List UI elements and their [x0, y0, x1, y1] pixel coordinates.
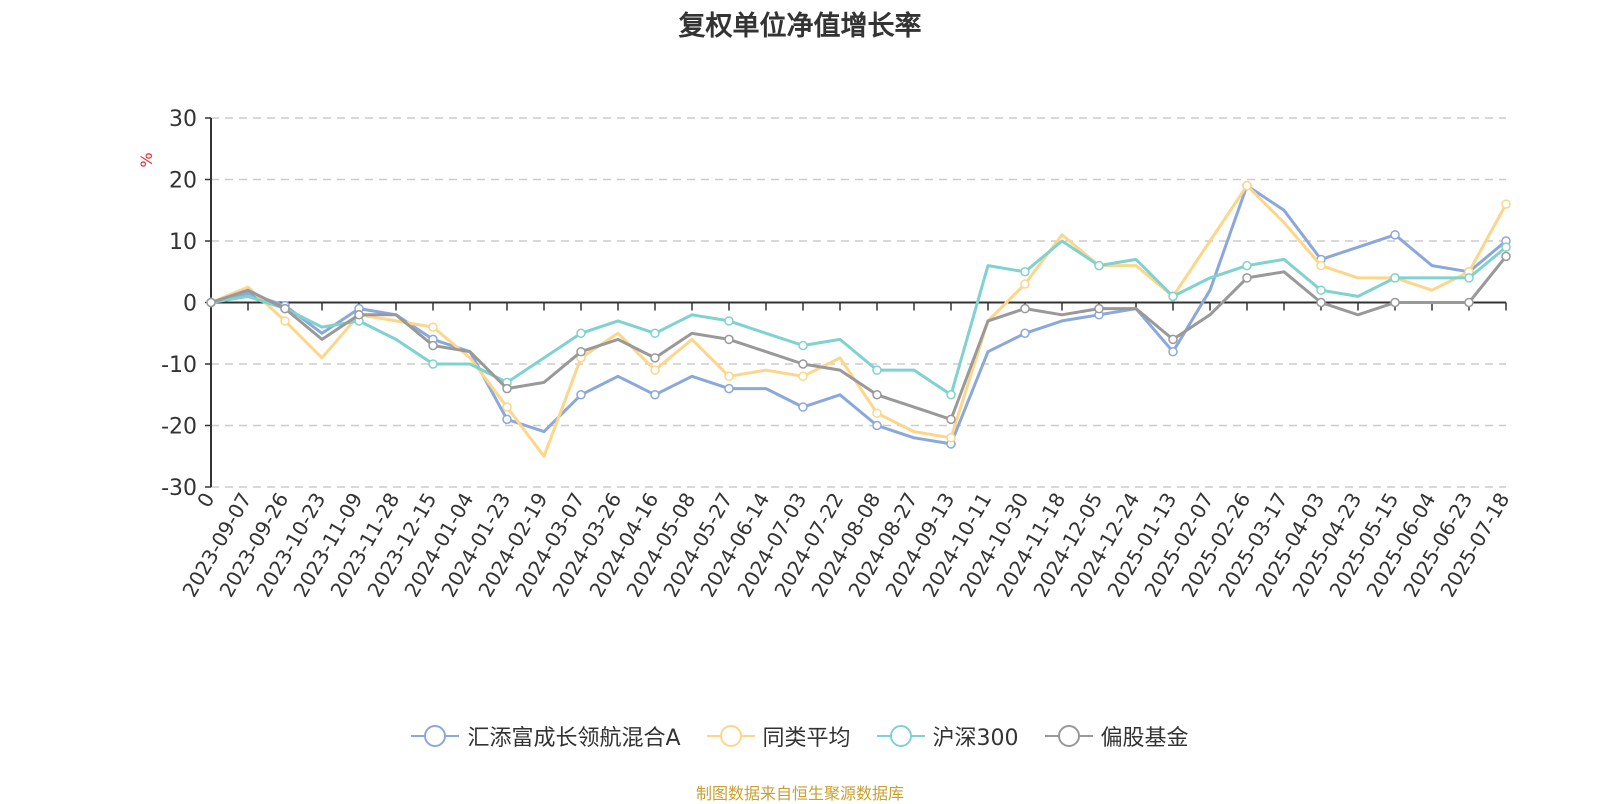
data-point: [1316, 285, 1326, 295]
data-point: [1316, 260, 1326, 271]
data-point: [576, 328, 586, 338]
data-point: [1168, 334, 1178, 345]
y-axis-label: %: [137, 152, 156, 167]
legend-label: 沪深300: [932, 726, 1019, 751]
y-tick-label: 20: [169, 169, 197, 194]
series-3: [206, 251, 1511, 425]
data-point: [1390, 230, 1400, 240]
chart-title: 复权单位净值增长率: [678, 11, 922, 42]
data-point: [1242, 273, 1252, 283]
data-point: [502, 383, 512, 394]
series-line: [210, 184, 1507, 446]
data-point: [1390, 297, 1400, 308]
data-point: [650, 365, 660, 375]
data-point: [1094, 260, 1104, 271]
legend-item-3[interactable]: 偏股基金: [1044, 720, 1189, 752]
series-line: [210, 255, 1508, 421]
grid-lines: [211, 117, 1506, 488]
legend-item-0[interactable]: 汇添富成长领航混合A: [411, 720, 681, 752]
data-point: [946, 414, 956, 425]
y-tick-label: -10: [161, 353, 197, 378]
series-lines: [206, 180, 1511, 458]
legend-label: 汇添富成长领航混合A: [467, 726, 681, 751]
data-point: [1501, 242, 1511, 252]
data-point: [872, 408, 882, 418]
legend-marker-icon: [411, 724, 460, 748]
axes: [205, 117, 1507, 488]
data-point: [502, 414, 512, 425]
data-point: [1020, 303, 1030, 314]
data-point: [1020, 328, 1030, 338]
data-point: [1168, 291, 1178, 302]
data-source-note: 制图数据来自恒生聚源数据库: [695, 784, 904, 803]
data-point: [724, 316, 734, 326]
legend-item-1[interactable]: 同类平均: [706, 720, 851, 752]
x-tick-labels: 02023-09-072023-09-262023-10-232023-11-0…: [177, 489, 1514, 602]
data-point: [650, 328, 660, 338]
data-point: [1501, 199, 1511, 209]
legend-marker-icon: [1044, 724, 1093, 748]
y-tick-label: -20: [161, 415, 197, 440]
series-0: [206, 180, 1511, 449]
x-tick-label: 0: [192, 489, 219, 512]
data-point: [798, 402, 808, 412]
data-point: [428, 340, 438, 351]
data-point: [1316, 297, 1326, 308]
y-tick-label: 10: [169, 230, 197, 255]
data-point: [872, 420, 882, 431]
data-point: [1464, 273, 1474, 283]
data-point: [1020, 279, 1030, 289]
data-point: [872, 365, 882, 375]
data-point: [1242, 260, 1252, 271]
y-tick-label: -30: [161, 476, 197, 501]
series-line: [210, 239, 1507, 397]
data-point: [798, 359, 808, 369]
data-point: [280, 303, 290, 314]
y-tick-label: 30: [169, 107, 197, 132]
y-tick-label: 0: [183, 292, 197, 317]
data-point: [1168, 346, 1178, 357]
legend: 汇添富成长领航混合A 同类平均 沪深300 偏股基金: [0, 720, 1600, 752]
data-point: [1390, 273, 1400, 283]
data-point: [1501, 251, 1511, 262]
data-point: [724, 334, 734, 345]
data-point: [206, 297, 216, 308]
data-point: [502, 402, 512, 412]
data-point: [798, 371, 808, 382]
legend-label: 偏股基金: [1100, 726, 1189, 751]
data-point: [798, 340, 808, 351]
data-point: [1094, 303, 1104, 314]
series-line: [210, 184, 1508, 458]
legend-marker-icon: [876, 724, 925, 748]
data-point: [650, 353, 660, 363]
data-point: [280, 316, 290, 326]
legend-marker-icon: [706, 724, 755, 748]
data-point: [576, 390, 586, 400]
data-point: [724, 383, 734, 394]
data-point: [650, 390, 660, 400]
data-point: [946, 433, 956, 443]
data-point: [1242, 180, 1252, 191]
legend-item-2[interactable]: 沪深300: [876, 720, 1019, 752]
data-point: [428, 359, 438, 369]
data-point: [1020, 267, 1030, 277]
legend-label: 同类平均: [762, 726, 851, 751]
data-point: [946, 390, 956, 400]
line-chart: 30 20 10 0 -10 -20 -30 02023-09-072023-09-2620…: [137, 107, 1514, 602]
data-point: [1464, 297, 1474, 308]
data-point: [428, 322, 438, 332]
y-tick-labels: 30 20 10 0 -10 -20 -30: [161, 107, 197, 501]
data-point: [576, 346, 586, 357]
data-point: [724, 371, 734, 382]
data-point: [354, 310, 364, 320]
data-point: [872, 390, 882, 400]
